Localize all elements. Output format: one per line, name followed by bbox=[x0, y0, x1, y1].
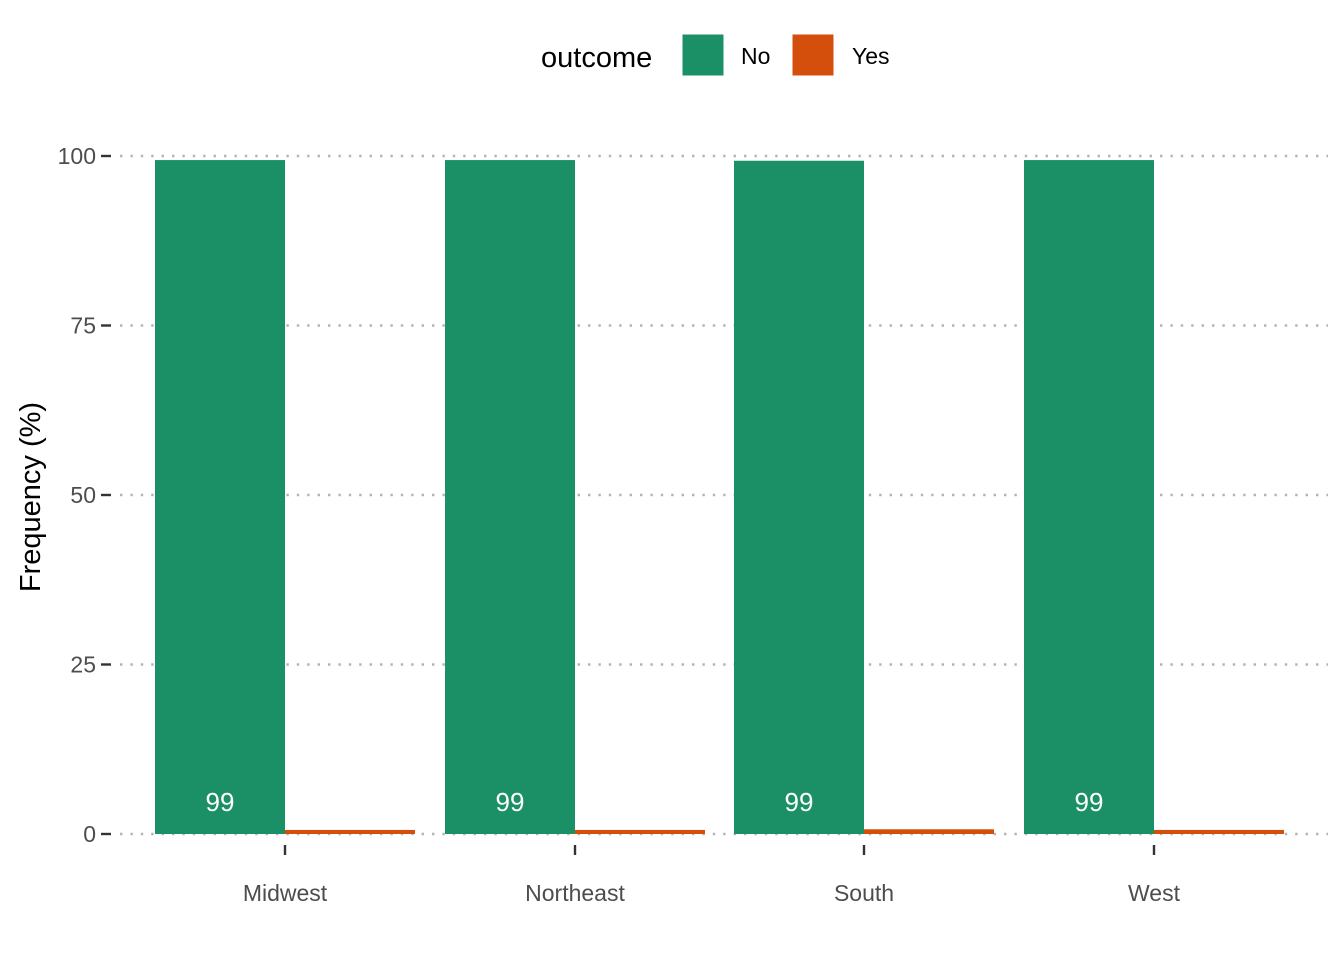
bar-midwest-no bbox=[155, 160, 285, 834]
x-tick-label-midwest: Midwest bbox=[243, 880, 328, 906]
bar-south-yes bbox=[864, 829, 994, 834]
data-labels: 99 99 99 99 bbox=[206, 787, 1104, 817]
x-tick-label-south: South bbox=[834, 880, 894, 906]
bar-west-yes bbox=[1154, 829, 1284, 834]
y-tick-label-25: 25 bbox=[70, 652, 96, 678]
data-label-northeast-no: 99 bbox=[496, 787, 525, 817]
bar-midwest-yes bbox=[285, 829, 415, 834]
legend-key-yes bbox=[791, 33, 835, 77]
data-label-west-no: 99 bbox=[1075, 787, 1104, 817]
legend-key-no bbox=[681, 33, 725, 77]
y-axis-title: Frequency (%) bbox=[15, 402, 47, 592]
y-tick-label-75: 75 bbox=[70, 313, 96, 339]
legend: outcome No Yes bbox=[541, 33, 890, 77]
bars bbox=[155, 160, 1284, 835]
legend-label-no: No bbox=[741, 43, 770, 69]
y-tick-label-0: 0 bbox=[83, 821, 96, 847]
bar-northeast-no bbox=[445, 160, 575, 834]
y-tick-label-50: 50 bbox=[70, 482, 96, 508]
bar-northeast-yes bbox=[575, 829, 705, 834]
bar-south-no bbox=[734, 160, 864, 835]
axes: 0 25 50 75 100 Midwest Northeast South West bbox=[58, 143, 1181, 906]
x-tick-label-northeast: Northeast bbox=[525, 880, 625, 906]
bar-west-no bbox=[1024, 160, 1154, 834]
gridlines bbox=[120, 154, 1328, 836]
legend-label-yes: Yes bbox=[852, 43, 890, 69]
x-tick-label-west: West bbox=[1128, 880, 1181, 906]
data-label-south-no: 99 bbox=[785, 787, 814, 817]
y-tick-label-100: 100 bbox=[58, 143, 96, 169]
legend-title: outcome bbox=[541, 42, 652, 74]
data-label-midwest-no: 99 bbox=[206, 787, 235, 817]
